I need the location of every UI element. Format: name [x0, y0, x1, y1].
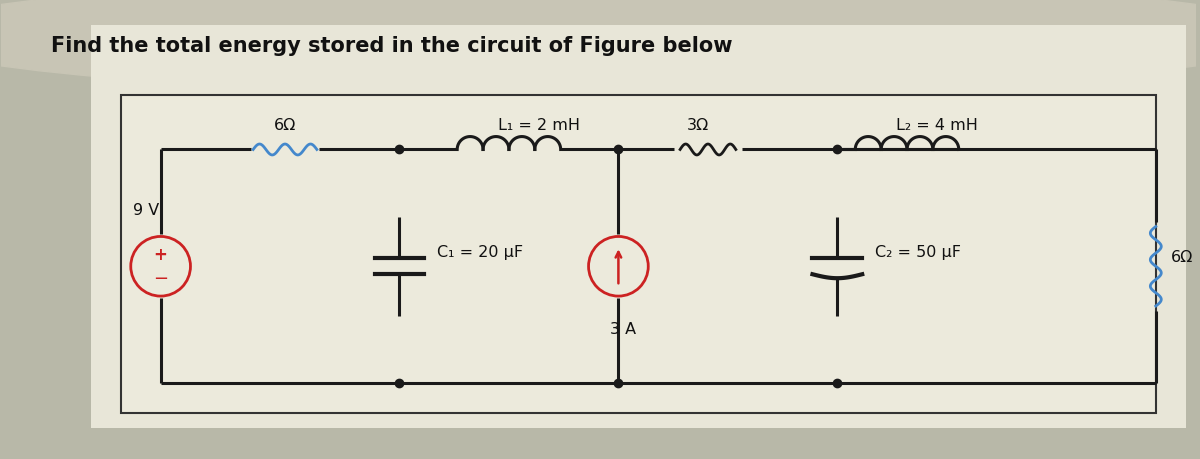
- Text: +: +: [154, 246, 168, 264]
- Text: C₂ = 50 μF: C₂ = 50 μF: [875, 244, 961, 259]
- FancyBboxPatch shape: [91, 26, 1186, 76]
- Text: 6Ω: 6Ω: [274, 118, 296, 132]
- Text: −: −: [154, 269, 168, 288]
- Text: Find the total energy stored in the circuit of Figure below: Find the total energy stored in the circ…: [52, 36, 733, 56]
- Text: 3Ω: 3Ω: [686, 118, 709, 132]
- FancyBboxPatch shape: [91, 41, 1186, 428]
- FancyBboxPatch shape: [121, 95, 1156, 413]
- Text: 6Ω: 6Ω: [1171, 249, 1193, 264]
- Text: 3 A: 3 A: [611, 321, 636, 336]
- Text: L₁ = 2 mH: L₁ = 2 mH: [498, 118, 580, 132]
- Text: L₂ = 4 mH: L₂ = 4 mH: [896, 118, 978, 132]
- Text: C₁ = 20 μF: C₁ = 20 μF: [437, 244, 523, 259]
- Text: 9 V: 9 V: [132, 202, 158, 217]
- Ellipse shape: [0, 0, 1200, 95]
